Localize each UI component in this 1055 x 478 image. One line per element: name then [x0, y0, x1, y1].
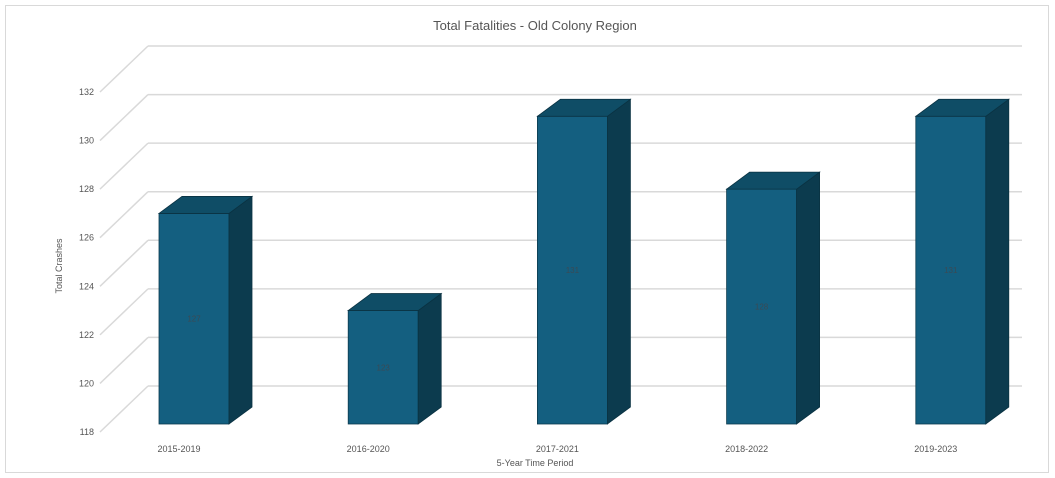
- bar-data-label: 131: [944, 266, 958, 275]
- bar: 131: [914, 98, 1011, 425]
- bars: 127 123 131 128 131: [157, 98, 1011, 425]
- gridline: [99, 93, 1022, 142]
- y-tick-label: 124: [79, 281, 94, 291]
- bar-data-label: 127: [187, 315, 201, 324]
- x-axis-labels: 2015-2019 2016-2020 2017-2021 2018-2022 2019…: [157, 444, 957, 454]
- y-axis-ticks: 118 120 122 124 126 128 130 132: [79, 87, 94, 437]
- y-axis-title: Total Crashes: [54, 238, 64, 294]
- gridline: [99, 45, 1022, 93]
- bar: 128: [725, 171, 821, 425]
- y-tick-label: 130: [79, 136, 94, 146]
- y-tick-label: 128: [79, 184, 94, 194]
- x-tick-label: 2019-2023: [914, 444, 957, 454]
- x-tick-label: 2016-2020: [347, 444, 390, 454]
- x-tick-label: 2018-2022: [725, 444, 768, 454]
- bar-data-label: 123: [377, 363, 391, 372]
- x-tick-label: 2015-2019: [157, 444, 200, 454]
- bar: 123: [346, 292, 443, 425]
- bar-data-label: 131: [566, 266, 580, 275]
- x-tick-label: 2017-2021: [536, 444, 579, 454]
- chart-title: Total Fatalities - Old Colony Region: [433, 18, 637, 33]
- y-tick-label: 118: [80, 427, 94, 437]
- bar: 131: [536, 98, 632, 425]
- y-tick-label: 126: [79, 233, 94, 243]
- y-tick-label: 132: [79, 87, 94, 97]
- x-axis-title: 5-Year Time Period: [497, 458, 574, 468]
- bar: 127: [157, 195, 254, 425]
- bar-data-label: 128: [755, 303, 769, 312]
- y-tick-label: 122: [79, 330, 94, 340]
- y-tick-label: 120: [79, 378, 94, 388]
